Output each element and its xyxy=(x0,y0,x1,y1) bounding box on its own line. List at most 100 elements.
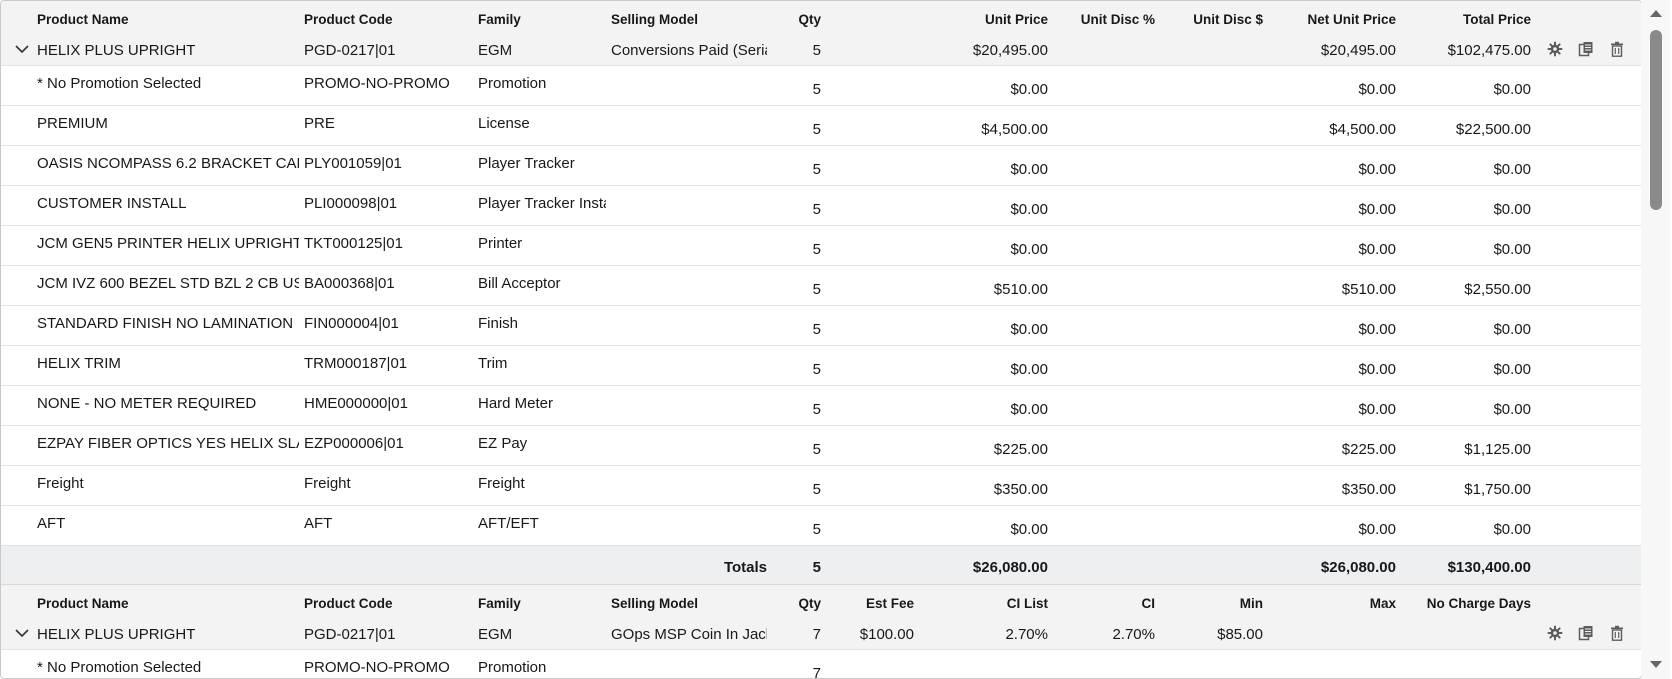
bundle-parent-row[interactable]: HELIX PLUS UPRIGHT PGD-0217|01 EGM GOps … xyxy=(1,617,1641,650)
min[interactable]: $85.00 xyxy=(1217,626,1263,643)
chevron-down-icon[interactable] xyxy=(15,627,29,639)
qty[interactable]: 5 xyxy=(812,401,821,418)
qty[interactable]: 5 xyxy=(812,441,821,458)
qty[interactable]: 5 xyxy=(812,361,821,378)
col-header-no-charge-days[interactable]: No Charge Days xyxy=(1426,596,1531,611)
trash-icon[interactable] xyxy=(1609,625,1625,641)
col-header-ci[interactable]: CI xyxy=(1141,596,1156,611)
table-row[interactable]: EZPAY FIBER OPTICS YES HELIX SLANT EZP00… xyxy=(1,426,1641,466)
col-header-unit-price[interactable]: Unit Price xyxy=(984,12,1048,27)
est-fee: $100.00 xyxy=(859,626,914,643)
totals-unit-price: $26,080.00 xyxy=(972,559,1048,576)
col-header-product-name[interactable]: Product Name xyxy=(37,596,129,611)
table-row[interactable]: HELIX TRIM TRM000187|01 Trim 5 $0.00 $0.… xyxy=(1,346,1641,386)
product-code: EZP000006|01 xyxy=(304,435,404,452)
total-price: $1,125.00 xyxy=(1464,441,1531,458)
qty[interactable]: 7 xyxy=(812,626,821,643)
qty[interactable]: 5 xyxy=(812,321,821,338)
unit-price: $0.00 xyxy=(1010,321,1048,338)
col-header-selling-model[interactable]: Selling Model xyxy=(611,596,699,611)
triangle-down-icon[interactable] xyxy=(1649,660,1663,670)
net-unit-price: $0.00 xyxy=(1358,321,1396,338)
total-price: $0.00 xyxy=(1493,321,1531,338)
unit-price: $510.00 xyxy=(993,281,1048,298)
col-header-total-price[interactable]: Total Price xyxy=(1462,12,1531,27)
table-row[interactable]: JCM GEN5 PRINTER HELIX UPRIGHT TKT000125… xyxy=(1,226,1641,266)
gear-icon[interactable] xyxy=(1547,625,1563,641)
table-row[interactable]: PREMIUM PRE License 5 $4,500.00 $4,500.0… xyxy=(1,106,1641,146)
col-header-family[interactable]: Family xyxy=(478,596,521,611)
col-header-product-code[interactable]: Product Code xyxy=(304,12,393,27)
table-row[interactable]: * No Promotion Selected PROMO-NO-PROMO P… xyxy=(1,66,1641,106)
col-header-unit-disc-pct[interactable]: Unit Disc % xyxy=(1080,12,1155,27)
trash-icon[interactable] xyxy=(1609,41,1625,57)
triangle-up-icon[interactable] xyxy=(1649,8,1663,18)
total-price: $22,500.00 xyxy=(1455,121,1531,138)
col-header-max[interactable]: Max xyxy=(1369,596,1396,611)
qty[interactable]: 5 xyxy=(812,521,821,538)
table-row[interactable]: AFT AFT AFT/EFT 5 $0.00 $0.00 $0.00 xyxy=(1,506,1641,546)
family: Printer xyxy=(478,235,523,252)
family: EZ Pay xyxy=(478,435,528,452)
total-price: $102,475.00 xyxy=(1447,42,1531,59)
product-name: STANDARD FINISH NO LAMINATION xyxy=(37,315,294,332)
product-code: Freight xyxy=(304,475,351,492)
selling-model[interactable]: Conversions Paid (Serial xyxy=(611,42,767,59)
total-price: $0.00 xyxy=(1493,201,1531,218)
unit-price: $350.00 xyxy=(993,481,1048,498)
qty[interactable]: 5 xyxy=(812,201,821,218)
selling-model[interactable]: GOps MSP Coin In Jackpot xyxy=(611,626,767,643)
table-row[interactable]: OASIS NCOMPASS 6.2 BRACKET CABLE PLY0010… xyxy=(1,146,1641,186)
col-header-family[interactable]: Family xyxy=(478,12,521,27)
net-unit-price: $0.00 xyxy=(1358,241,1396,258)
col-header-min[interactable]: Min xyxy=(1239,596,1263,611)
ci[interactable]: 2.70% xyxy=(1112,626,1155,643)
col-header-product-code[interactable]: Product Code xyxy=(304,596,393,611)
qty[interactable]: 5 xyxy=(812,161,821,178)
copy-icon[interactable] xyxy=(1578,41,1594,57)
chevron-down-icon[interactable] xyxy=(15,43,29,55)
col-header-qty[interactable]: Qty xyxy=(798,12,821,27)
qty[interactable]: 5 xyxy=(812,42,821,59)
copy-icon[interactable] xyxy=(1578,625,1594,641)
vertical-scrollbar[interactable] xyxy=(1641,0,1670,679)
net-unit-price: $20,495.00 xyxy=(1320,42,1396,59)
qty[interactable]: 5 xyxy=(812,281,821,298)
unit-price: $20,495.00 xyxy=(972,42,1048,59)
qty[interactable]: 5 xyxy=(812,241,821,258)
net-unit-price: $0.00 xyxy=(1358,361,1396,378)
product-name: JCM IVZ 600 BEZEL STD BZL 2 CB USB xyxy=(37,275,299,292)
unit-price: $0.00 xyxy=(1010,521,1048,538)
col-header-net-unit-price[interactable]: Net Unit Price xyxy=(1307,12,1396,27)
totals-net-unit-price: $26,080.00 xyxy=(1320,559,1396,576)
col-header-ci-list[interactable]: CI List xyxy=(1006,596,1048,611)
scrollbar-thumb[interactable] xyxy=(1650,30,1662,210)
table-row[interactable]: CUSTOMER INSTALL PLI000098|01 Player Tra… xyxy=(1,186,1641,226)
col-header-est-fee[interactable]: Est Fee xyxy=(865,596,914,611)
quote-lines-grid: Product Name Product Code Family Selling… xyxy=(1,1,1641,679)
col-header-product-name[interactable]: Product Name xyxy=(37,12,129,27)
qty[interactable]: 5 xyxy=(812,481,821,498)
product-name: HELIX TRIM xyxy=(37,355,121,372)
family: Player Tracker Install xyxy=(478,195,606,212)
table-row[interactable]: Freight Freight Freight 5 $350.00 $350.0… xyxy=(1,466,1641,506)
gear-icon[interactable] xyxy=(1547,41,1563,57)
total-price: $0.00 xyxy=(1493,521,1531,538)
col-header-qty[interactable]: Qty xyxy=(798,596,821,611)
table-row[interactable]: STANDARD FINISH NO LAMINATION FIN000004|… xyxy=(1,306,1641,346)
table-row[interactable]: * No Promotion Selected PROMO-NO-PROMO P… xyxy=(1,650,1641,679)
family: Trim xyxy=(478,355,508,372)
table-row[interactable]: NONE - NO METER REQUIRED HME000000|01 Ha… xyxy=(1,386,1641,426)
product-name: CUSTOMER INSTALL xyxy=(37,195,187,212)
totals-row: Totals 5 $26,080.00 $26,080.00 $130,400.… xyxy=(1,546,1641,585)
product-name: * No Promotion Selected xyxy=(37,75,202,92)
qty[interactable]: 5 xyxy=(812,81,821,98)
col-header-selling-model[interactable]: Selling Model xyxy=(611,12,699,27)
product-code: PRE xyxy=(304,115,335,132)
qty[interactable]: 5 xyxy=(812,121,821,138)
col-header-unit-disc-amt[interactable]: Unit Disc $ xyxy=(1193,12,1263,27)
product-code: PROMO-NO-PROMO xyxy=(304,659,450,676)
bundle-parent-row[interactable]: HELIX PLUS UPRIGHT PGD-0217|01 EGM Conve… xyxy=(1,33,1641,66)
qty[interactable]: 7 xyxy=(812,665,821,679)
table-row[interactable]: JCM IVZ 600 BEZEL STD BZL 2 CB USB BA000… xyxy=(1,266,1641,306)
